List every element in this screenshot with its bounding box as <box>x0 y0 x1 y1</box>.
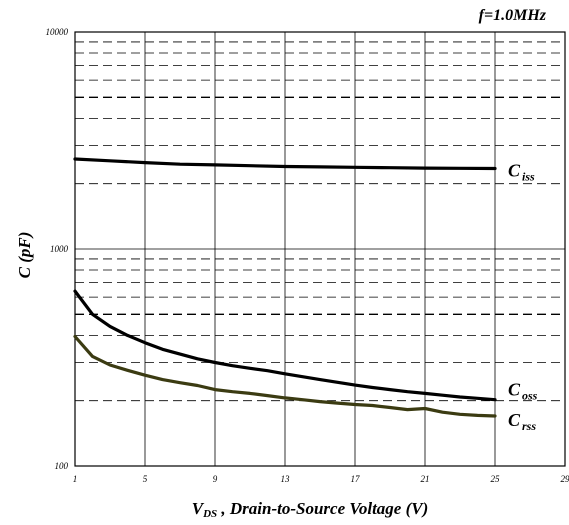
series-label-sub: iss <box>522 169 535 183</box>
y-tick-label: 10000 <box>46 27 69 37</box>
series-line-crss <box>73 334 497 418</box>
x-tick-label: 13 <box>281 474 291 484</box>
x-tick-label: 29 <box>561 474 569 484</box>
grid <box>75 32 565 466</box>
x-axis-title: VDS , Drain-to-Source Voltage (V) <box>192 499 429 520</box>
x-axis-title-main: V <box>192 499 205 518</box>
y-axis-title: C (pF) <box>15 232 34 279</box>
x-axis-title-sub: DS <box>202 508 217 520</box>
chart-title: f=1.0MHz <box>479 7 547 24</box>
x-tick-label: 21 <box>421 474 430 484</box>
x-tick-label: 9 <box>213 474 218 484</box>
x-axis-title-rest: , Drain-to-Source Voltage (V) <box>217 499 428 518</box>
x-tick-label: 1 <box>73 474 78 484</box>
y-tick-label: 100 <box>55 461 69 471</box>
y-tick-labels: 100 1000 10000 <box>46 27 69 471</box>
x-tick-label: 25 <box>491 474 501 484</box>
series-lines <box>73 157 497 418</box>
series-label-sub: rss <box>522 419 536 433</box>
x-tick-label: 17 <box>351 474 361 484</box>
series-line-ciss <box>73 157 497 171</box>
y-tick-label: 1000 <box>50 244 69 254</box>
series-label-main: C <box>508 410 521 430</box>
series-label-main: C <box>508 380 521 400</box>
x-tick-label: 5 <box>143 474 148 484</box>
series-label-main: C <box>508 160 521 180</box>
series-line-coss <box>73 289 497 402</box>
series-label-sub: oss <box>522 389 538 403</box>
plot-frame <box>74 31 566 467</box>
x-tick-labels: 1 5 9 13 17 21 25 29 <box>73 474 569 484</box>
